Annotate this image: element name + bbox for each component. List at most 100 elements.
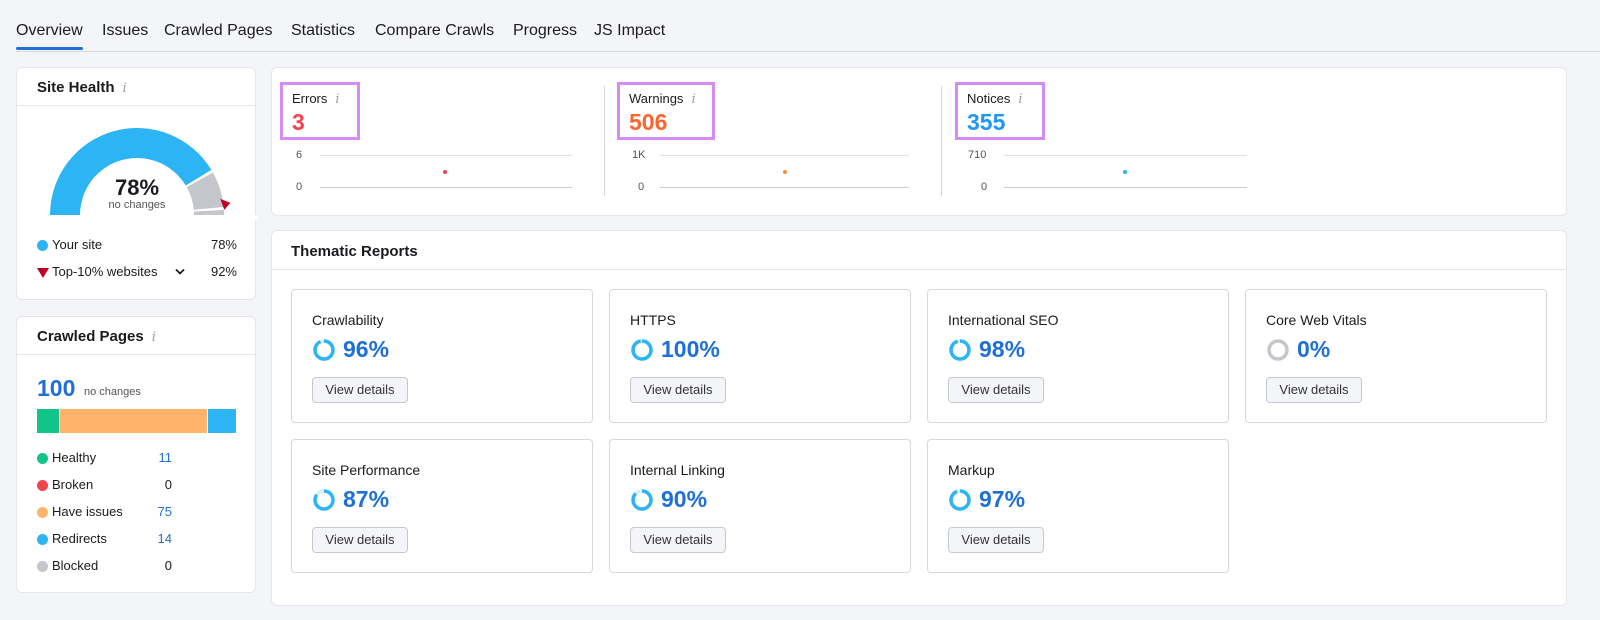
notices-box[interactable]: Notices i 355: [955, 82, 1045, 140]
bar-segment-2[interactable]: [208, 409, 237, 433]
divider: [604, 86, 605, 196]
bar-segment-1[interactable]: [59, 409, 208, 433]
report-percent[interactable]: 96%: [343, 336, 390, 362]
legend-value: 78%: [210, 237, 237, 252]
report-percent[interactable]: 87%: [343, 486, 390, 512]
crawled-pages-count[interactable]: 100: [37, 375, 76, 401]
warnings-count[interactable]: 506: [629, 109, 668, 135]
blocked-dot: [37, 561, 48, 572]
report-card-core-web-vitals: Core Web Vitals 0% View details: [1245, 289, 1547, 423]
view-details-button[interactable]: View details: [312, 527, 408, 553]
tab-js-impact[interactable]: JS Impact: [594, 22, 666, 39]
healthy-dot: [37, 453, 48, 464]
report-card-internal-linking: Internal Linking 90% View details: [609, 439, 911, 573]
site-health-card: Site Health i 78% no changes Your site 78…: [16, 67, 257, 300]
divider: [272, 269, 1566, 270]
report-percent[interactable]: 90%: [661, 486, 708, 512]
info-icon[interactable]: i: [1018, 92, 1023, 107]
info-icon[interactable]: i: [122, 81, 127, 96]
progress-ring-icon: [631, 489, 653, 511]
have-issues-count-link[interactable]: 75: [157, 504, 172, 519]
progress-ring-icon: [313, 339, 335, 361]
top10-marker-icon: [220, 198, 231, 210]
progress-ring-icon: [313, 489, 335, 511]
view-details-button[interactable]: View details: [948, 377, 1044, 403]
notices-count[interactable]: 355: [967, 109, 1006, 135]
errors-box[interactable]: Errors i 3: [280, 82, 360, 140]
report-card-international-seo: International SEO 98% View details: [927, 289, 1229, 423]
report-card-crawlability: Crawlability 96% View details: [291, 289, 593, 423]
warnings-axis-min: 0: [638, 181, 645, 193]
report-percent[interactable]: 98%: [979, 336, 1026, 362]
crawled-pages-bar: [37, 409, 237, 433]
tab-crawled-pages[interactable]: Crawled Pages: [164, 22, 273, 39]
report-percent[interactable]: 97%: [979, 486, 1026, 512]
crawled-pages-title[interactable]: Crawled Pages i: [37, 328, 156, 345]
report-name[interactable]: Markup: [948, 462, 995, 478]
report-name[interactable]: Crawlability: [312, 312, 384, 328]
bar-segment-0[interactable]: [37, 409, 59, 433]
healthy-count-link[interactable]: 11: [158, 450, 173, 465]
progress-ring-icon: [949, 339, 971, 361]
report-card-markup: Markup 97% View details: [927, 439, 1229, 573]
errors-axis-min: 0: [296, 181, 303, 193]
blocked-count: 0: [164, 558, 172, 573]
have-issues-dot: [37, 507, 48, 518]
tab-issues[interactable]: Issues: [102, 22, 149, 39]
gridline: [1004, 155, 1247, 156]
row-label: Blocked: [52, 558, 99, 573]
legend-label: Top-10% websites: [52, 264, 158, 279]
warnings-box[interactable]: Warnings i 506: [617, 82, 715, 140]
site-health-change: no changes: [108, 199, 166, 211]
view-details-button[interactable]: View details: [312, 377, 408, 403]
gauge-mask: [17, 215, 257, 220]
row-label: Broken: [52, 477, 94, 492]
progress-ring-icon: [949, 489, 971, 511]
info-icon[interactable]: i: [151, 330, 156, 345]
crawled-pages-card: Crawled Pages i 100 no changes Healthy 11…: [16, 316, 256, 593]
report-name[interactable]: Internal Linking: [630, 462, 725, 478]
redirects-count-link[interactable]: 14: [157, 531, 172, 546]
tab-bar: Overview Issues Crawled Pages Statistics…: [16, 0, 1600, 52]
view-details-button[interactable]: View details: [1266, 377, 1362, 403]
report-name[interactable]: Site Performance: [312, 462, 421, 478]
tab-overview[interactable]: Overview: [16, 22, 83, 50]
view-details-button[interactable]: View details: [630, 377, 726, 403]
warnings-trend-point: [783, 170, 787, 174]
view-details-button[interactable]: View details: [948, 527, 1044, 553]
issues-summary-card: [271, 67, 1567, 216]
row-label: Have issues: [52, 504, 123, 519]
tab-compare-crawls[interactable]: Compare Crawls: [375, 22, 495, 39]
site-health-gauge: [17, 128, 257, 220]
report-percent[interactable]: 100%: [661, 336, 720, 362]
tab-progress[interactable]: Progress: [513, 22, 578, 39]
info-icon[interactable]: i: [691, 92, 696, 107]
thematic-reports-title: Thematic Reports: [291, 243, 418, 260]
legend-value: 92%: [210, 264, 237, 279]
notices-trend-point: [1123, 170, 1127, 174]
row-redirects: Redirects 14: [37, 531, 177, 549]
errors-count[interactable]: 3: [292, 109, 305, 135]
report-name[interactable]: HTTPS: [630, 312, 676, 328]
notices-axis-max: 710: [968, 149, 987, 161]
gauge-value-arc: [50, 128, 212, 215]
warnings-axis-max: 1K: [632, 149, 646, 161]
info-icon[interactable]: i: [335, 92, 340, 107]
triangle-down-icon: [37, 268, 49, 278]
view-details-button[interactable]: View details: [630, 527, 726, 553]
progress-ring-icon: [631, 339, 653, 361]
row-blocked: Blocked 0: [37, 558, 177, 576]
notices-label: Notices i: [967, 91, 1023, 107]
gridline: [660, 187, 909, 188]
report-percent[interactable]: 0%: [1297, 336, 1331, 362]
legend-label: Your site: [52, 237, 103, 252]
tab-statistics[interactable]: Statistics: [291, 22, 356, 39]
divider: [941, 86, 942, 196]
row-healthy: Healthy 11: [37, 450, 177, 468]
chevron-down-icon[interactable]: [175, 268, 185, 276]
divider: [17, 354, 255, 355]
gauge-remainder-arc: [186, 172, 224, 210]
report-name[interactable]: Core Web Vitals: [1266, 312, 1367, 328]
report-name[interactable]: International SEO: [948, 312, 1059, 328]
site-health-percent: 78%: [114, 175, 160, 200]
